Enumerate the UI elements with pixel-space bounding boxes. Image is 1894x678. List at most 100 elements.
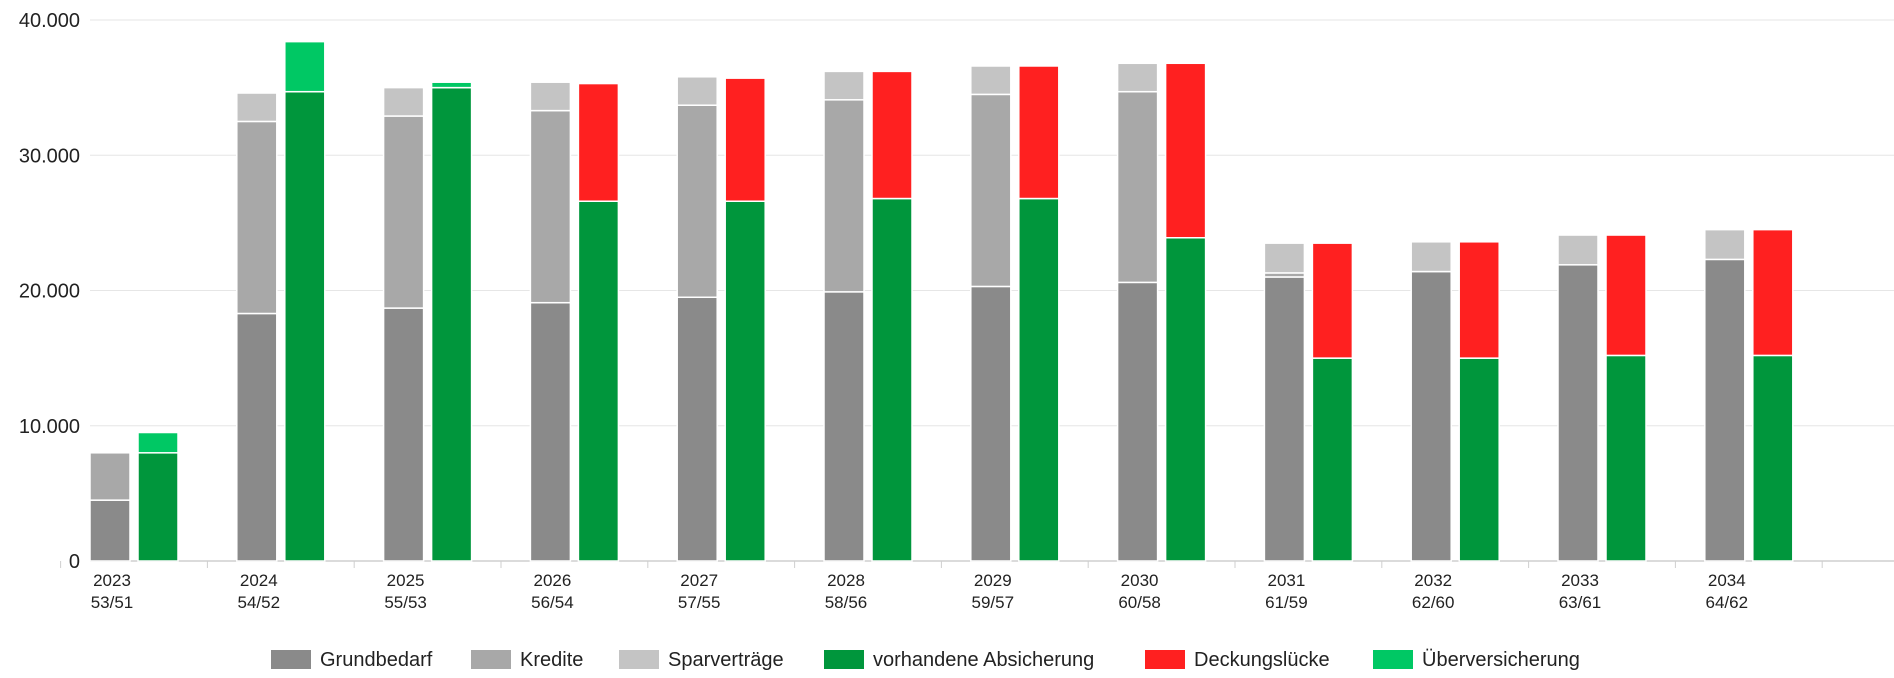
bar-segment: Sparverträge 2026: 2100 xyxy=(529,81,572,112)
x-tick-label: 2023 xyxy=(93,571,131,590)
y-axis-ticks: 0 10.000 20.000 30.000 40.000 xyxy=(19,10,80,573)
x-tick-sublabel: 62/60 xyxy=(1412,593,1455,612)
x-tick-label: 2030 xyxy=(1121,571,1159,590)
bar-segment: Grundbedarf 2034: 22300 xyxy=(1704,258,1746,562)
x-tick-label: 2025 xyxy=(387,571,425,590)
bar-segment: vorhandene Absicherung 2023: 8000 xyxy=(137,452,179,562)
bar-segment: Grundbedarf 2025: 18700 xyxy=(382,307,425,562)
legend-swatch xyxy=(1373,650,1413,669)
bar-segment: Sparverträge 2029: 2100 xyxy=(970,65,1012,96)
bar-segment: Sparverträge 2031: 2200 xyxy=(1263,242,1306,274)
x-tick-sublabel: 60/58 xyxy=(1118,593,1161,612)
bar-segment: vorhandene Absicherung 2026: 26600 xyxy=(577,200,620,562)
x-tick-label: 2031 xyxy=(1267,571,1305,590)
legend-swatch xyxy=(1145,650,1185,669)
x-tick-sublabel: 54/52 xyxy=(238,593,281,612)
legend-swatch xyxy=(271,650,311,669)
bar-segment: Kredite 2029: 14200 xyxy=(970,93,1012,288)
bar-segment: Deckungslücke 2029: 9800 xyxy=(1018,65,1060,200)
legend-swatch xyxy=(619,650,659,669)
x-tick-sublabel: 57/55 xyxy=(678,593,721,612)
bar-segment: Sparverträge 2033: 2200 xyxy=(1557,234,1599,266)
y-tick-label: 20.000 xyxy=(19,281,80,303)
bar-segment: Grundbedarf 2030: 20600 xyxy=(1116,281,1159,562)
bar-segment: Kredite 2030: 14100 xyxy=(1116,90,1159,284)
bar-segment: vorhandene Absicherung 2029: 26800 xyxy=(1018,197,1060,562)
x-tick-label: 2034 xyxy=(1708,571,1746,590)
legend: Grundbedarf Kredite Sparverträge vorhandene… xyxy=(271,649,1580,671)
y-tick-label: 40.000 xyxy=(19,10,80,32)
x-tick-sublabel: 64/62 xyxy=(1706,593,1749,612)
legend-label: Überversicherung xyxy=(1422,649,1580,671)
bar-segment: Sparverträge 2034: 2200 xyxy=(1704,228,1746,261)
legend-swatch xyxy=(471,650,511,669)
bar-segment: Überversicherung 2023: 1500 xyxy=(137,431,179,454)
bar-segment: Grundbedarf 2032: 21400 xyxy=(1410,270,1452,562)
x-tick-label: 2027 xyxy=(680,571,718,590)
bar-segment: Deckungslücke 2031: 8500 xyxy=(1311,242,1354,359)
bar-segment: Deckungslücke 2028: 9400 xyxy=(871,70,913,200)
bar-segment: Sparverträge 2025: 2100 xyxy=(382,86,425,117)
bar-segment: Kredite 2025: 14200 xyxy=(382,115,425,309)
bar-segment: Deckungslücke 2027: 9100 xyxy=(724,77,766,202)
bar-segment: Deckungslücke 2026: 8700 xyxy=(577,82,620,202)
x-tick-label: 2032 xyxy=(1414,571,1452,590)
bar-segment: vorhandene Absicherung 2027: 26600 xyxy=(724,200,766,562)
bar-segment: Sparverträge 2028: 2100 xyxy=(823,70,865,101)
x-tick-sublabel: 55/53 xyxy=(384,593,427,612)
bar-segment: vorhandene Absicherung 2028: 26800 xyxy=(871,197,913,562)
bar-segment: Sparverträge 2027: 2100 xyxy=(676,76,718,106)
bar-segment: Grundbedarf 2033: 21900 xyxy=(1557,264,1599,562)
y-tick-label: 30.000 xyxy=(19,145,80,167)
bar-segment: Deckungslücke 2032: 8600 xyxy=(1458,241,1500,359)
x-axis-ticks: 2023 53/51 2024 54/52 2025 55/53 2026 56/54 2027… xyxy=(91,571,1748,612)
bar-segment: Grundbedarf 2023: 4500 xyxy=(89,499,131,562)
bar-segment: vorhandene Absicherung 2030: 23900 xyxy=(1164,237,1207,562)
bar-segment: Kredite 2028: 14200 xyxy=(823,99,865,293)
x-tick-sublabel: 61/59 xyxy=(1265,593,1308,612)
bar-segment: Überversicherung 2025: 400 xyxy=(430,81,473,89)
bar-segment: Grundbedarf 2031: 21000 xyxy=(1263,276,1306,562)
legend-label: Grundbedarf xyxy=(320,649,433,671)
bar-segment: Sparverträge 2024: 2100 xyxy=(236,92,278,123)
bar-segment: Grundbedarf 2026: 19100 xyxy=(529,301,572,562)
y-tick-label: 0 xyxy=(69,551,80,573)
y-tick-label: 10.000 xyxy=(19,416,80,438)
bar-segment: Deckungslücke 2030: 12900 xyxy=(1164,62,1207,239)
bar-segment: Grundbedarf 2024: 18300 xyxy=(236,312,278,562)
x-tick-sublabel: 53/51 xyxy=(91,593,134,612)
bar-segment: Kredite 2026: 14200 xyxy=(529,109,572,304)
bar-segment: Grundbedarf 2027: 19500 xyxy=(676,296,718,562)
bar-segment: vorhandene Absicherung 2025: 35000 xyxy=(430,86,473,562)
x-tick-label: 2028 xyxy=(827,571,865,590)
x-tick-label: 2029 xyxy=(974,571,1012,590)
x-tick-sublabel: 59/57 xyxy=(972,593,1015,612)
x-tick-sublabel: 56/54 xyxy=(531,593,574,612)
legend-label: vorhandene Absicherung xyxy=(873,649,1094,671)
bar-segment: vorhandene Absicherung 2031: 15000 xyxy=(1311,357,1354,562)
bar-segment: Deckungslücke 2033: 8900 xyxy=(1605,234,1647,357)
bar-segment: Überversicherung 2024: 3700 xyxy=(284,40,326,93)
bar-segment: vorhandene Absicherung 2032: 15000 xyxy=(1458,357,1500,562)
legend-swatch xyxy=(824,650,864,669)
bar-segment: vorhandene Absicherung 2033: 15200 xyxy=(1605,354,1647,562)
x-tick-sublabel: 58/56 xyxy=(825,593,868,612)
legend-label: Deckungslücke xyxy=(1194,649,1330,671)
x-tick-label: 2024 xyxy=(240,571,278,590)
legend-label: Sparverträge xyxy=(668,649,784,671)
bar-segment: Grundbedarf 2028: 19900 xyxy=(823,291,865,562)
bar-segment: vorhandene Absicherung 2024: 34700 xyxy=(284,90,326,562)
legend-label: Kredite xyxy=(520,649,583,671)
x-tick-sublabel: 63/61 xyxy=(1559,593,1602,612)
bar-segment: Deckungslücke 2034: 9300 xyxy=(1752,228,1794,357)
x-tick-label: 2026 xyxy=(533,571,571,590)
bar-segment: Sparverträge 2030: 2100 xyxy=(1116,62,1159,93)
bar-segment: Grundbedarf 2029: 20300 xyxy=(970,285,1012,562)
bar-segment: Kredite 2023: 3500 xyxy=(89,452,131,501)
bar-segment: vorhandene Absicherung 2034: 15200 xyxy=(1752,354,1794,562)
x-tick-label: 2033 xyxy=(1561,571,1599,590)
bars: Grundbedarf 2023: 4500Kredite 2023: 3500… xyxy=(89,40,1794,562)
bar-segment: Sparverträge 2032: 2200 xyxy=(1410,241,1452,273)
